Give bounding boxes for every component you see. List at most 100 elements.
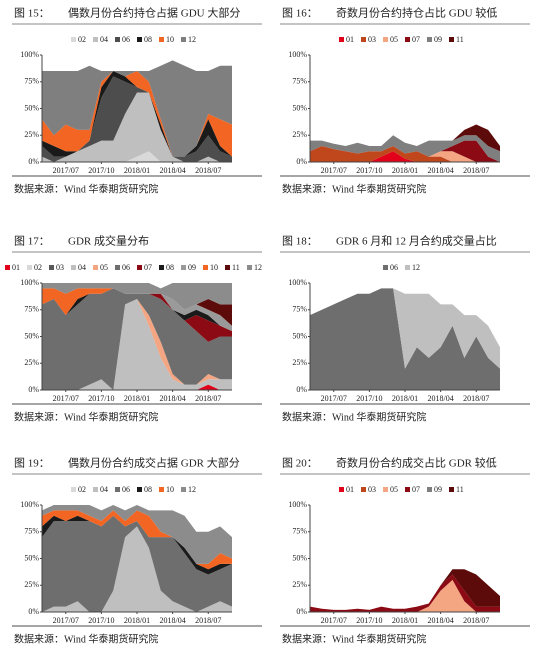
x-tick-label: 2018/07	[195, 394, 221, 403]
y-tick-label: 50%	[24, 553, 39, 562]
figure-number: 图 15：	[14, 7, 50, 20]
source: 数据来源：Wind 华泰期货研究院	[282, 410, 426, 423]
figure-number: 图 20：	[282, 457, 318, 470]
y-tick-label: 25%	[24, 580, 39, 589]
area	[42, 71, 232, 157]
legend-swatch	[339, 487, 344, 492]
x-tick-label: 2018/01	[124, 616, 150, 625]
y-tick-label: 0%	[296, 385, 307, 394]
x-tick-label: 2018/07	[195, 616, 221, 625]
chart-title: 偶数月份合约持仓占据 GDU 大部分	[68, 6, 240, 20]
x-tick-label: 2018/04	[428, 394, 454, 403]
legend-swatch	[115, 265, 120, 270]
legend-swatch	[137, 265, 142, 270]
area	[42, 60, 232, 157]
area	[42, 515, 232, 612]
legend-swatch	[339, 37, 344, 42]
legend-label: 02	[78, 485, 86, 494]
y-tick-label: 25%	[292, 580, 307, 589]
figure-number: 图 19：	[14, 457, 50, 470]
y-tick-label: 25%	[24, 358, 39, 367]
chart-title: GDR 6 月和 12 月合约成交量占比	[336, 234, 497, 248]
x-tick-label: 2018/04	[160, 166, 186, 175]
area	[42, 510, 232, 570]
x-tick-label: 2018/07	[463, 166, 489, 175]
legend-swatch	[27, 265, 32, 270]
legend-label: 08	[144, 485, 152, 494]
figure-number: 图 18：	[282, 235, 318, 248]
legend-swatch	[93, 265, 98, 270]
legend-label: 12	[188, 35, 196, 44]
y-tick-label: 50%	[292, 331, 307, 340]
area	[310, 124, 500, 152]
legend-swatch	[93, 37, 98, 42]
legend-label: 09	[434, 35, 442, 44]
chart-title: 奇数月份合约成交占比 GDR 较低	[336, 456, 497, 470]
legend-swatch	[361, 487, 366, 492]
y-tick-label: 75%	[292, 77, 307, 86]
legend-swatch	[71, 265, 76, 270]
y-tick-label: 100%	[288, 50, 307, 59]
legend-swatch	[449, 37, 454, 42]
x-tick-label: 2017/10	[88, 166, 114, 175]
legend-swatch	[71, 487, 76, 492]
x-tick-label: 2018/04	[428, 166, 454, 175]
area	[42, 384, 232, 390]
y-tick-label: 100%	[20, 278, 39, 287]
legend-swatch	[159, 487, 164, 492]
legend-label: 06	[390, 263, 398, 272]
legend-label: 06	[122, 35, 130, 44]
y-tick-label: 75%	[292, 305, 307, 314]
y-tick-label: 50%	[292, 103, 307, 112]
legend-swatch	[71, 37, 76, 42]
y-tick-label: 25%	[24, 130, 39, 139]
y-tick-label: 25%	[292, 358, 307, 367]
x-tick-label: 2018/01	[392, 616, 418, 625]
legend-swatch	[225, 265, 230, 270]
area	[310, 135, 500, 162]
x-tick-label: 2018/04	[160, 394, 186, 403]
y-tick-label: 100%	[288, 500, 307, 509]
x-tick-label: 2017/10	[356, 394, 382, 403]
area	[42, 288, 232, 390]
area	[310, 579, 500, 612]
area	[42, 288, 232, 342]
legend-label: 12	[254, 263, 262, 272]
legend-label: 01	[12, 263, 20, 272]
legend-label: 01	[346, 485, 354, 494]
area	[42, 288, 232, 326]
legend-swatch	[427, 37, 432, 42]
legend-label: 09	[188, 263, 196, 272]
legend-swatch	[203, 265, 208, 270]
x-tick-label: 2018/01	[124, 166, 150, 175]
legend-swatch	[137, 37, 142, 42]
x-tick-label: 2018/07	[463, 394, 489, 403]
y-tick-label: 25%	[292, 130, 307, 139]
x-tick-label: 2018/01	[392, 166, 418, 175]
legend-label: 08	[144, 35, 152, 44]
area	[310, 140, 500, 162]
y-tick-label: 0%	[296, 157, 307, 166]
legend-label: 12	[188, 485, 196, 494]
area	[310, 569, 500, 610]
x-tick-label: 2018/01	[392, 394, 418, 403]
area	[42, 288, 232, 332]
y-tick-label: 100%	[20, 50, 39, 59]
source: 数据来源：Wind 华泰期货研究院	[282, 182, 426, 195]
legend-swatch	[427, 487, 432, 492]
area	[42, 505, 232, 564]
legend-label: 05	[390, 35, 398, 44]
x-tick-label: 2018/04	[428, 616, 454, 625]
legend-label: 06	[122, 263, 130, 272]
x-tick-label: 2017/10	[356, 166, 382, 175]
x-tick-label: 2017/10	[88, 394, 114, 403]
source: 数据来源：Wind 华泰期货研究院	[14, 410, 158, 423]
area	[310, 145, 500, 162]
legend-swatch	[449, 487, 454, 492]
legend-label: 04	[78, 263, 86, 272]
legend-swatch	[159, 265, 164, 270]
x-tick-label: 2017/07	[321, 394, 347, 403]
x-tick-label: 2017/07	[53, 394, 79, 403]
chart-title: 偶数月份合约成交占据 GDR 大部分	[68, 456, 240, 470]
legend-swatch	[181, 37, 186, 42]
